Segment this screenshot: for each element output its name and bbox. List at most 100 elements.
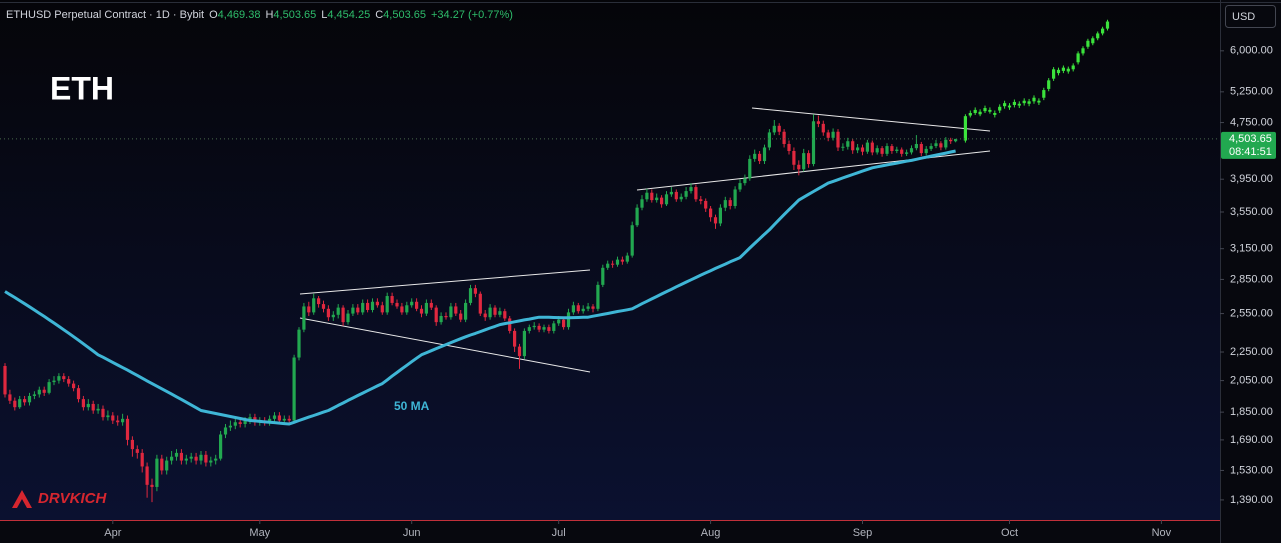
candle-body — [596, 284, 600, 309]
candle-body — [111, 415, 115, 421]
logo-icon — [12, 490, 32, 508]
candle-body — [880, 148, 884, 154]
candle-body — [415, 301, 419, 309]
candle-body — [772, 125, 776, 133]
candle-body — [424, 302, 428, 314]
candle-body — [321, 304, 326, 309]
candle-body — [522, 330, 526, 357]
candle-body — [655, 197, 659, 201]
candle-body — [223, 427, 228, 435]
x-tick-label: Jun — [403, 527, 421, 539]
y-tick-label: 1,390.00 — [1230, 494, 1273, 506]
candle-body — [116, 420, 120, 423]
candle-body — [635, 207, 639, 226]
currency[interactable]: USD — [1232, 11, 1255, 23]
candle-body — [356, 307, 360, 313]
candle-body — [1017, 103, 1021, 106]
currency-button[interactable] — [1225, 5, 1276, 28]
candle-body — [645, 192, 649, 200]
candle-body — [189, 456, 193, 459]
candle-body — [194, 456, 198, 461]
trendline — [299, 269, 591, 295]
candle-body — [890, 146, 894, 151]
candle-body — [728, 200, 732, 206]
candle-body — [660, 197, 664, 205]
candle-body — [758, 153, 762, 162]
candle-body — [684, 191, 688, 197]
candle-body — [57, 376, 61, 381]
candle-body — [8, 394, 12, 401]
candle-body — [1012, 101, 1016, 105]
candle-body — [76, 388, 81, 400]
candle-body — [503, 311, 507, 319]
candle-body — [174, 452, 179, 457]
time-axis-background — [0, 520, 1220, 543]
y-tick-label: 4,750.00 — [1230, 116, 1273, 128]
candle-body — [895, 149, 899, 151]
candle-body — [709, 208, 713, 218]
candle-body — [615, 259, 620, 265]
candle-body — [385, 296, 389, 313]
candle-body — [1096, 33, 1100, 39]
axes: 6,000.00 5,250.00 4,750.00 3,950.00 3,550.00… — [104, 45, 1276, 539]
candle-body — [767, 132, 771, 148]
candle-body — [170, 456, 174, 461]
candle-body — [713, 217, 718, 224]
candle-body — [1076, 53, 1080, 63]
candle-body — [140, 452, 144, 467]
candle-body — [331, 314, 335, 318]
plot — [0, 19, 1220, 503]
y-tick-label: 1,850.00 — [1230, 406, 1273, 418]
candle-body — [802, 153, 806, 170]
candle-body — [674, 191, 678, 200]
candle-body — [3, 365, 7, 395]
candle-body — [968, 113, 972, 116]
candle-body — [988, 109, 992, 112]
candle-body — [52, 380, 56, 383]
candle-body — [909, 148, 914, 153]
candle-body — [939, 143, 943, 148]
candle-body — [27, 395, 32, 403]
candle-body — [1081, 48, 1085, 54]
y-tick-label: 1,530.00 — [1230, 464, 1273, 476]
candle-body — [18, 399, 22, 408]
x-tick-label: May — [249, 527, 270, 539]
candle-body — [346, 313, 350, 323]
candle-body — [816, 121, 820, 124]
candle-body — [983, 108, 987, 112]
candle-body — [944, 139, 948, 148]
candle-body — [444, 316, 448, 318]
candle-body — [762, 147, 767, 162]
ohlc-value: 4,503.65 — [383, 9, 426, 21]
candle-body — [160, 458, 164, 471]
candle-body — [233, 422, 237, 426]
candle-body — [640, 199, 644, 208]
plot-background — [0, 0, 1220, 520]
candle-body — [611, 263, 615, 265]
candle-body — [542, 327, 546, 330]
candle-body — [1047, 80, 1051, 89]
candle-body — [380, 305, 384, 313]
candle-body — [733, 189, 737, 206]
y-tick-label: 3,950.00 — [1230, 173, 1273, 185]
candle-body — [214, 458, 218, 461]
candle-body — [282, 418, 286, 421]
candle-body — [155, 458, 159, 487]
candle-body — [67, 379, 71, 384]
candle-body — [571, 305, 575, 313]
candle-body — [464, 302, 468, 320]
candle-body — [949, 139, 953, 142]
candle-body — [434, 307, 438, 323]
symbol: ETHUSD Perpetual Contract · 1D · Bybit — [6, 9, 205, 21]
y-tick-label: 2,550.00 — [1230, 307, 1273, 319]
ohlc-value: 4,469.38 — [217, 9, 261, 21]
candle-body — [478, 293, 482, 314]
candle-body — [856, 147, 860, 151]
candle-body — [135, 449, 139, 453]
trendline — [751, 107, 991, 132]
candle-body — [811, 121, 816, 165]
candle-body — [914, 143, 918, 149]
candle-body — [370, 301, 375, 310]
